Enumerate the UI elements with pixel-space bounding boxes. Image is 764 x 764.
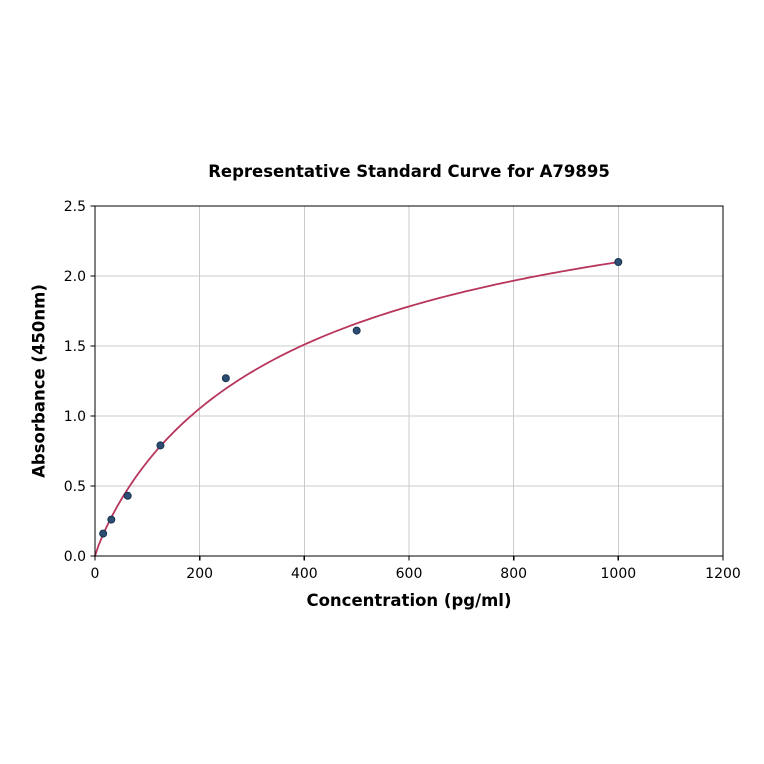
- data-point: [107, 515, 116, 524]
- axis-ticks: [90, 205, 724, 561]
- chart-title: Representative Standard Curve for A79895: [208, 162, 610, 181]
- tick-labels: 0 200 400 600 800 1000 1200 0.0 0.5 1.0 1.5 2.0 2.5: [64, 199, 741, 582]
- x-tick-label: 600: [396, 566, 423, 582]
- y-tick-label: 0.0: [64, 549, 86, 565]
- y-tick-label: 1.0: [64, 409, 86, 425]
- data-point: [221, 374, 230, 383]
- data-point: [123, 491, 132, 500]
- x-axis-label: Concentration (pg/ml): [306, 591, 512, 610]
- data-point: [99, 529, 108, 538]
- x-tick-label: 200: [186, 566, 213, 582]
- data-point: [156, 441, 165, 450]
- gridlines: [94, 205, 724, 557]
- x-tick-label: 400: [291, 566, 318, 582]
- data-points: [99, 258, 623, 538]
- y-tick-label: 1.5: [64, 339, 86, 355]
- data-point: [352, 326, 361, 335]
- fit-curve: [94, 261, 620, 557]
- y-tick-label: 0.5: [64, 479, 86, 495]
- y-tick-label: 2.0: [64, 269, 86, 285]
- data-point: [614, 258, 623, 266]
- y-tick-label: 2.5: [64, 199, 86, 215]
- x-tick-label: 1200: [705, 566, 741, 582]
- x-tick-label: 0: [91, 566, 100, 582]
- x-tick-label: 1000: [601, 566, 637, 582]
- x-tick-label: 800: [500, 566, 527, 582]
- y-axis-label: Absorbance (450nm): [29, 284, 49, 478]
